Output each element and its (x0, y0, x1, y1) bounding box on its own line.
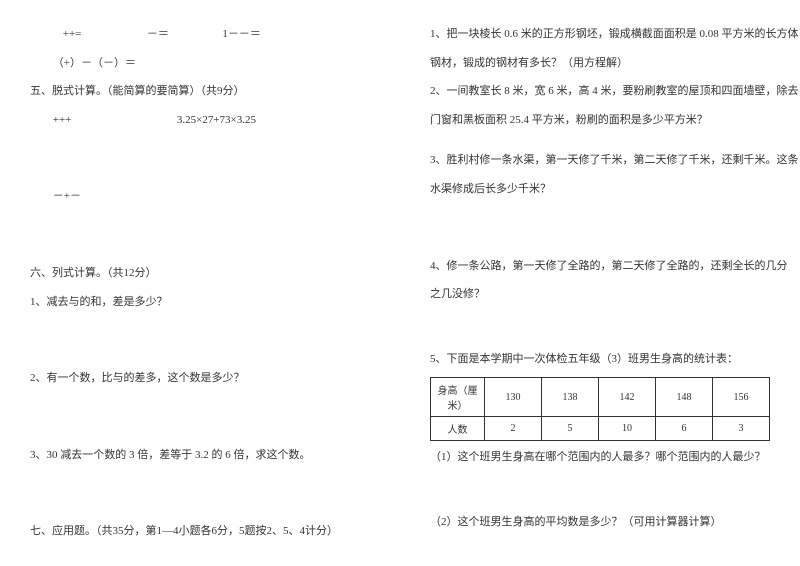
question-7-5-2: （2）这个班男生身高的平均数是多少？（可用计算器计算） (430, 508, 770, 537)
question-7-1: 钢材，锻成的钢材有多长？（用方程解） (430, 49, 770, 78)
question-6-1: 1、减去与的和，差是多少？ (30, 288, 370, 317)
section-heading-7: 七、应用题。（共35分，第1—4小题各6分，5题按2、5、4计分） (30, 517, 370, 546)
question-7-2: 2、一间教室长 8 米，宽 6 米，高 4 米，要粉刷教室的屋顶和四面墙壁，除去 (430, 77, 770, 106)
section-heading-6: 六、列式计算。（共12分） (30, 259, 370, 288)
table-cell: 5 (542, 417, 599, 441)
equation-line: +++ 3.25×27+73×3.25 (30, 106, 370, 135)
table-row: 人数 2 5 10 6 3 (431, 417, 770, 441)
question-6-2: 2、有一个数，比与的差多，这个数是多少？ (30, 364, 370, 393)
table-cell: 142 (599, 378, 656, 417)
table-cell: 138 (542, 378, 599, 417)
table-cell: 3 (713, 417, 770, 441)
table-cell: 10 (599, 417, 656, 441)
section-heading-5: 五、脱式计算。（能简算的要简算）（共9分） (30, 77, 370, 106)
table-cell: 6 (656, 417, 713, 441)
height-stats-table: 身高（厘米） 130 138 142 148 156 人数 2 5 10 6 3 (430, 377, 770, 441)
table-header-cell: 身高（厘米） (431, 378, 485, 417)
eq-text: 1－－＝ (222, 28, 261, 40)
eq-text: 3.25×27+73×3.25 (177, 114, 256, 126)
right-column: 1、把一块棱长 0.6 米的正方形钢坯，锻成横截面面积是 0.08 平方米的长方… (430, 20, 770, 546)
question-7-5-1: （1）这个班男生身高在哪个范围内的人最多？哪个范围内的人最少？ (430, 443, 770, 472)
question-7-3: 水渠修成后长多少千米？ (430, 175, 770, 204)
table-cell: 148 (656, 378, 713, 417)
equation-line: －+－ (30, 182, 370, 211)
table-cell: 2 (485, 417, 542, 441)
left-column: ++= －＝ 1－－＝ （+）－（－）＝ 五、脱式计算。（能简算的要简算）（共9… (30, 20, 370, 546)
table-row: 身高（厘米） 130 138 142 148 156 (431, 378, 770, 417)
question-7-1: 1、把一块棱长 0.6 米的正方形钢坯，锻成横截面面积是 0.08 平方米的长方… (430, 20, 770, 49)
question-7-2: 门窗和黑板面积 25.4 平方米，粉刷的面积是多少平方米？ (430, 106, 770, 135)
question-7-3: 3、胜利村修一条水渠，第一天修了千米，第二天修了千米，还剩千米。这条 (430, 146, 770, 175)
equation-line: ++= －＝ 1－－＝ (30, 20, 370, 49)
question-7-4: 4、修一条公路，第一天修了全路的，第二天修了全路的，还剩全长的几分 (430, 252, 770, 281)
question-7-4: 之几没修？ (430, 280, 770, 309)
eq-text: +++ (53, 114, 72, 126)
table-cell: 156 (713, 378, 770, 417)
table-cell: 130 (485, 378, 542, 417)
table-header-cell: 人数 (431, 417, 485, 441)
equation-line: （+）－（－）＝ (30, 49, 370, 78)
eq-text: －+－ (53, 190, 81, 202)
eq-text: （+）－（－）＝ (53, 57, 136, 69)
eq-text: －＝ (147, 28, 169, 40)
question-6-3: 3、30 减去一个数的 3 倍，差等于 3.2 的 6 倍，求这个数。 (30, 441, 370, 470)
question-7-5-intro: 5、下面是本学期中一次体检五年级（3）班男生身高的统计表： (430, 345, 770, 374)
eq-text: ++= (63, 28, 82, 40)
